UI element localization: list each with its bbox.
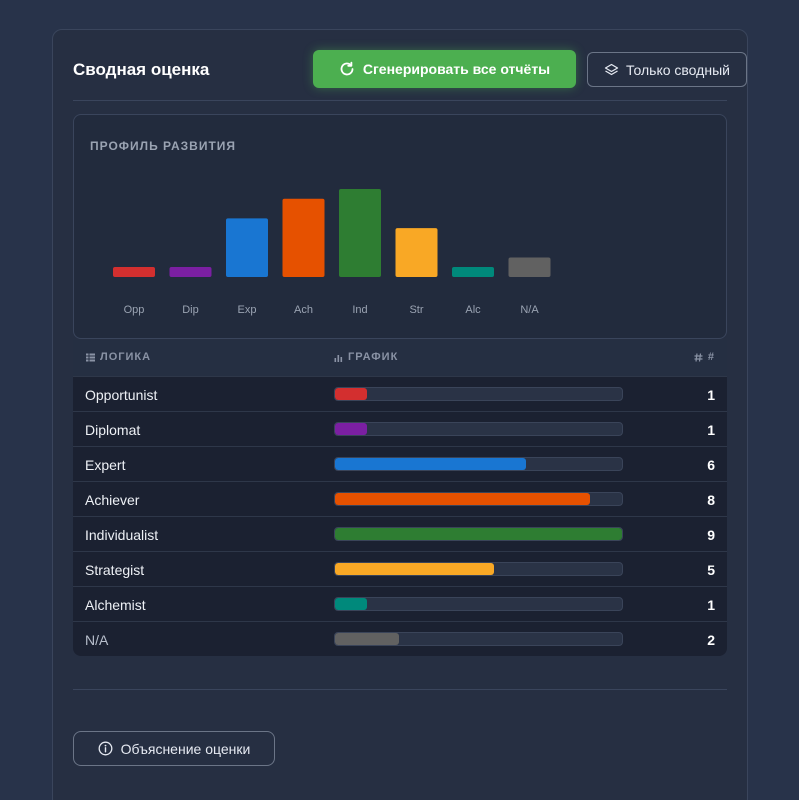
score-explanation-button[interactable]: Объяснение оценки bbox=[73, 731, 275, 766]
logic-table: ЛОГИКА ГРАФИК # bbox=[73, 340, 727, 656]
summary-only-button[interactable]: Только сводный bbox=[587, 52, 747, 87]
row-logic-name: Opportunist bbox=[85, 387, 158, 403]
row-progress-track bbox=[334, 632, 623, 646]
table-row: Achiever 8 bbox=[73, 481, 727, 516]
row-progress-fill bbox=[335, 633, 399, 645]
summary-card: Сводная оценка Сгенерировать все отчёты … bbox=[52, 29, 748, 800]
development-profile-chart: ПРОФИЛЬ РАЗВИТИЯ Opp Dip Exp Ach Ind Str Alc N/… bbox=[73, 114, 727, 339]
table-row: Diplomat 1 bbox=[73, 411, 727, 446]
header-divider bbox=[73, 100, 727, 101]
chart-tick-label: Str bbox=[409, 304, 423, 316]
row-count: 1 bbox=[707, 422, 715, 438]
chart-bar-ach bbox=[282, 198, 325, 277]
row-logic-name: Achiever bbox=[85, 492, 140, 508]
table-row: Strategist 5 bbox=[73, 551, 727, 586]
chart-bar-opp bbox=[113, 267, 155, 277]
chart-tick-label: Ach bbox=[294, 304, 313, 316]
row-logic-name: Diplomat bbox=[85, 422, 141, 438]
row-progress-fill bbox=[335, 598, 367, 610]
table-row: N/A 2 bbox=[73, 621, 727, 656]
row-progress-fill bbox=[335, 423, 367, 435]
info-icon bbox=[98, 741, 113, 756]
column-logic-header: ЛОГИКА bbox=[86, 351, 151, 363]
generate-all-reports-label: Сгенерировать все отчёты bbox=[362, 61, 551, 77]
chart-bar-exp bbox=[226, 218, 268, 277]
row-logic-name: Strategist bbox=[85, 562, 145, 578]
row-count: 1 bbox=[707, 387, 715, 403]
chart-bar-alc bbox=[452, 267, 494, 277]
row-progress-fill bbox=[335, 388, 367, 400]
chart-bar-na bbox=[508, 257, 551, 277]
row-progress-fill bbox=[335, 528, 622, 540]
column-graph-header: ГРАФИК bbox=[334, 351, 398, 363]
row-count: 5 bbox=[707, 562, 715, 578]
table-row: Individualist 9 bbox=[73, 516, 727, 551]
list-icon bbox=[86, 353, 95, 362]
chart-tick-label: Alc bbox=[465, 304, 481, 316]
bar-chart-icon bbox=[334, 353, 343, 362]
row-progress-track bbox=[334, 527, 623, 541]
table-body: Opportunist 1 Diplomat 1 Expert 6 Achiever 8 Ind… bbox=[73, 376, 727, 656]
row-progress-track bbox=[334, 422, 623, 436]
row-count: 2 bbox=[707, 632, 715, 648]
table-row: Expert 6 bbox=[73, 446, 727, 481]
hash-icon bbox=[694, 352, 703, 362]
row-progress-track bbox=[334, 492, 623, 506]
chart-bar-dip bbox=[169, 267, 212, 277]
chart-tick-label: N/A bbox=[520, 304, 539, 316]
row-progress-track bbox=[334, 457, 623, 471]
row-progress-fill bbox=[335, 563, 495, 575]
row-progress-fill bbox=[335, 493, 591, 505]
column-logic-label: ЛОГИКА bbox=[100, 351, 152, 363]
row-progress-track bbox=[334, 597, 623, 611]
chart-tick-label: Dip bbox=[182, 304, 199, 316]
card-header: Сводная оценка Сгенерировать все отчёты … bbox=[73, 50, 747, 88]
row-count: 9 bbox=[707, 527, 715, 543]
chart-bar-ind bbox=[339, 189, 381, 277]
table-header: ЛОГИКА ГРАФИК # bbox=[73, 340, 727, 376]
bar-chart-svg: Opp Dip Exp Ach Ind Str Alc N/A bbox=[113, 189, 551, 316]
row-progress-track bbox=[334, 387, 623, 401]
page-title: Сводная оценка bbox=[73, 60, 210, 79]
row-progress-track bbox=[334, 562, 623, 576]
column-graph-label: ГРАФИК bbox=[348, 351, 399, 363]
chart-tick-label: Opp bbox=[124, 304, 145, 316]
row-logic-name: Expert bbox=[85, 457, 126, 473]
footer-divider bbox=[73, 689, 727, 690]
summary-only-label: Только сводный bbox=[626, 61, 730, 78]
row-count: 1 bbox=[707, 597, 715, 613]
table-row: Opportunist 1 bbox=[73, 376, 727, 411]
layers-icon bbox=[604, 63, 619, 77]
chart-tick-label: Exp bbox=[238, 304, 257, 316]
chart-title: ПРОФИЛЬ РАЗВИТИЯ bbox=[90, 139, 237, 153]
column-count-label: # bbox=[707, 351, 715, 363]
row-count: 6 bbox=[707, 457, 715, 473]
refresh-icon bbox=[339, 61, 355, 77]
row-progress-fill bbox=[335, 458, 527, 470]
row-logic-name: Individualist bbox=[85, 527, 159, 543]
chart-tick-label: Ind bbox=[352, 304, 367, 316]
row-logic-name: Alchemist bbox=[85, 597, 146, 613]
table-row: Alchemist 1 bbox=[73, 586, 727, 621]
row-count: 8 bbox=[707, 492, 715, 508]
score-explanation-label: Объяснение оценки bbox=[120, 740, 251, 757]
column-count-header: # bbox=[694, 351, 715, 363]
row-logic-name: N/A bbox=[85, 632, 109, 648]
generate-all-reports-button[interactable]: Сгенерировать все отчёты bbox=[313, 50, 576, 88]
chart-bar-str bbox=[395, 228, 438, 277]
